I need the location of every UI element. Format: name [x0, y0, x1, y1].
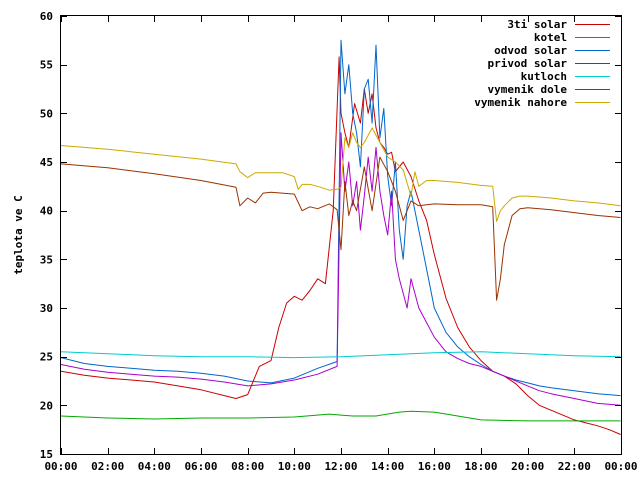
series-line-3 [60, 132, 621, 406]
y-tick-label: 45 [40, 156, 53, 169]
legend-label: kotel [534, 31, 567, 44]
x-tick-label: 08:00 [231, 460, 264, 473]
y-tick-label: 20 [40, 399, 53, 412]
x-tick-label: 18:00 [464, 460, 497, 473]
x-tick-label: 02:00 [91, 460, 124, 473]
x-tick-label: 16:00 [418, 460, 451, 473]
y-tick-label: 40 [40, 205, 53, 218]
series-line-6 [60, 127, 621, 222]
series-line-5 [60, 156, 621, 301]
legend-label: kutloch [521, 70, 567, 83]
x-tick-label: 04:00 [138, 460, 171, 473]
y-axis-label: teplota ve C [12, 195, 25, 274]
y-tick-label: 25 [40, 351, 53, 364]
y-tick-label: 30 [40, 302, 53, 315]
y-tick-label: 15 [40, 448, 53, 461]
series-line-4 [60, 351, 621, 359]
legend-label: 3ti solar [507, 18, 567, 31]
legend-label: odvod solar [494, 44, 567, 57]
tick-layer: 15 20 25 30 35 40 45 50 55 60 00:00 02:00 04:00 06:00… [40, 10, 638, 473]
y-tick-label: 35 [40, 253, 53, 266]
x-tick-label: 20:00 [511, 460, 544, 473]
legend-label: privod solar [488, 57, 568, 70]
x-tick-label: 06:00 [184, 460, 217, 473]
y-tick-label: 50 [40, 107, 53, 120]
x-tick-label: 00:00 [604, 460, 637, 473]
x-tick-label: 14:00 [371, 460, 404, 473]
x-tick-label: 00:00 [44, 460, 77, 473]
legend-label: vymenik nahore [474, 96, 567, 109]
legend-label: vymenik dole [488, 83, 568, 96]
y-tick-label: 60 [40, 10, 53, 23]
y-tick-label: 55 [40, 59, 53, 72]
x-tick-label: 22:00 [558, 460, 591, 473]
x-tick-label: 10:00 [278, 460, 311, 473]
series-line-1 [60, 410, 621, 422]
series-layer [60, 39, 621, 435]
x-tick-label: 12:00 [324, 460, 357, 473]
plot-area-border [60, 15, 622, 455]
